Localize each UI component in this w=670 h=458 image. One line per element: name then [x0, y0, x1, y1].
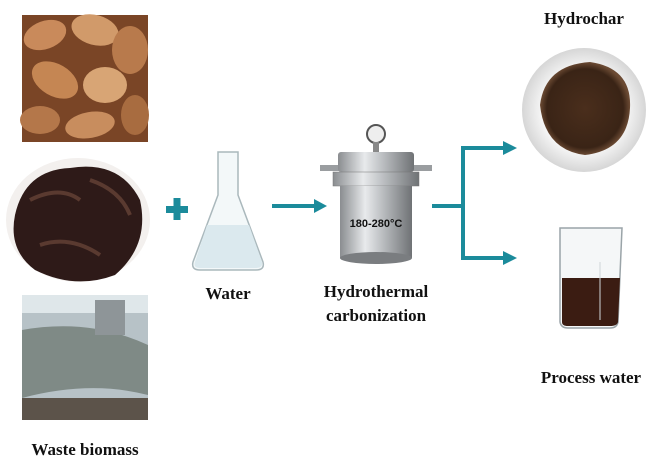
- pit: [71, 14, 119, 46]
- input-label: Waste biomass: [31, 440, 139, 458]
- dark-biomass-photo: [6, 158, 150, 282]
- reactor: [320, 124, 432, 264]
- output-label: Process water: [541, 368, 642, 387]
- hydrochar-powder: [540, 62, 631, 155]
- pit: [83, 67, 127, 103]
- arrow-head: [503, 251, 517, 265]
- biomass-pile: [13, 166, 143, 282]
- reactor-flange: [332, 171, 420, 187]
- tank-rim: [22, 398, 148, 420]
- arrow-head: [314, 199, 327, 213]
- branch-arrows: [432, 141, 517, 265]
- pit: [20, 106, 60, 134]
- beaker: [559, 227, 623, 329]
- pressure-gauge: [366, 124, 386, 144]
- wastewater-tank-photo: [22, 295, 148, 420]
- temperature-label: 180-280°C: [350, 218, 403, 230]
- arrow: [272, 199, 327, 213]
- peach-pits-photo: [20, 14, 149, 142]
- reactor-vessel: [340, 186, 412, 258]
- bridge: [95, 300, 125, 335]
- output-label: Hydrochar: [544, 9, 624, 28]
- sky: [22, 295, 148, 313]
- plus-bar: [173, 198, 181, 220]
- flask-water: [194, 225, 263, 268]
- erlenmeyer-flask: [191, 151, 265, 271]
- gauge-stem: [373, 142, 379, 154]
- process-water-liquid: [562, 278, 620, 326]
- reactor-label: Hydrothermal: [324, 282, 429, 301]
- pit: [65, 111, 115, 139]
- pit: [31, 61, 79, 99]
- arrow-head: [503, 141, 517, 155]
- hydrochar-photo: [522, 48, 646, 172]
- reactor-base: [340, 252, 412, 264]
- plus-sign: [166, 198, 188, 220]
- water-label: Water: [205, 284, 251, 303]
- reactor-label: carbonization: [326, 306, 427, 325]
- pit: [23, 19, 67, 51]
- biomass-texture: [29, 178, 132, 257]
- reactor-head: [338, 152, 414, 172]
- pit: [112, 26, 148, 74]
- pit: [121, 95, 149, 135]
- tank-water: [22, 326, 148, 398]
